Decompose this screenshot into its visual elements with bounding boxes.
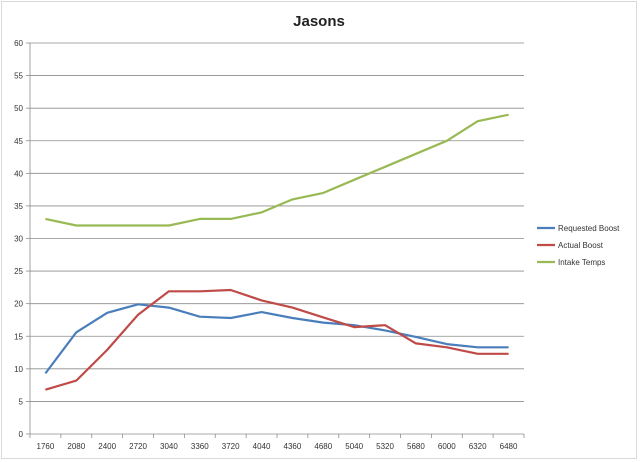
legend-label-intake-temps: Intake Temps: [558, 258, 605, 267]
x-tick-label: 5680: [407, 442, 425, 451]
x-tick-label: 6000: [438, 442, 456, 451]
x-tick-label: 4680: [314, 442, 332, 451]
x-tick-label: 2720: [129, 442, 147, 451]
y-axis-ticks: 0 5 10 15 20 25 30 35 40 45 50 55 60: [14, 39, 30, 439]
y-tick-label: 25: [14, 267, 23, 276]
y-tick-label: 15: [14, 332, 23, 341]
y-tick-label: 35: [14, 202, 23, 211]
y-tick-label: 30: [14, 235, 23, 244]
x-tick-label: 2400: [98, 442, 116, 451]
x-tick-label: 5320: [376, 442, 394, 451]
y-tick-label: 50: [14, 104, 23, 113]
x-tick-label: 1760: [37, 442, 55, 451]
y-tick-label: 45: [14, 137, 23, 146]
y-tick-label: 55: [14, 72, 23, 81]
y-tick-label: 20: [14, 300, 23, 309]
x-tick-label: 5040: [345, 442, 363, 451]
x-tick-label: 6480: [500, 442, 518, 451]
series-line-actual-boost: [45, 288, 509, 391]
x-tick-label: 4040: [253, 442, 271, 451]
y-tick-label: 0: [19, 430, 24, 439]
x-tick-label: 3360: [191, 442, 209, 451]
x-tick-label: 4360: [284, 442, 302, 451]
x-tick-label: 2080: [67, 442, 85, 451]
legend: Requested Boost Actual Boost Intake Temps: [537, 224, 620, 267]
legend-label-actual-boost: Actual Boost: [558, 241, 604, 250]
y-tick-label: 60: [14, 39, 23, 48]
y-tick-label: 40: [14, 169, 23, 178]
series-lines: [44, 113, 509, 391]
legend-label-requested-boost: Requested Boost: [558, 224, 620, 233]
y-tick-label: 10: [14, 365, 23, 374]
x-tick-label: 6320: [469, 442, 487, 451]
chart-title: Jasons: [293, 13, 345, 30]
x-axis-ticks: 1760 2080 2400 2720 3040 3360 3720 4040 4360 4680…: [29, 434, 525, 451]
series-line-intake-temps: [45, 113, 509, 227]
y-tick-label: 5: [19, 397, 24, 406]
x-tick-label: 3720: [222, 442, 240, 451]
series-line-requested-boost: [44, 303, 509, 375]
gridlines: [29, 42, 524, 435]
x-tick-label: 3040: [160, 442, 178, 451]
